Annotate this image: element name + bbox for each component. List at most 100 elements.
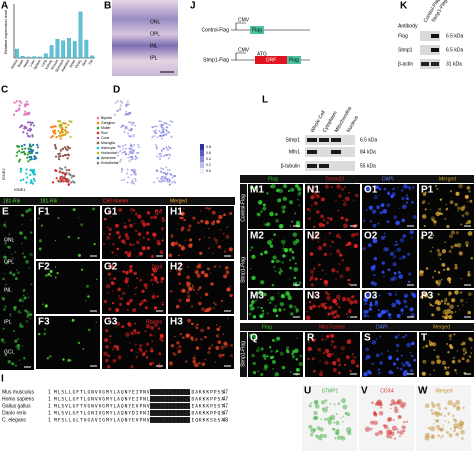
cell-point	[31, 134, 34, 137]
signal	[270, 350, 273, 353]
signal	[271, 183, 276, 189]
band	[331, 138, 341, 142]
signal	[216, 327, 220, 332]
cell-point	[134, 158, 137, 161]
signal	[400, 354, 403, 357]
signal	[368, 236, 372, 239]
cell-point	[166, 168, 169, 171]
signal	[208, 346, 212, 350]
signal	[349, 300, 354, 305]
signal	[393, 215, 398, 220]
x-tick-label: Kidney	[44, 59, 53, 70]
cell-point	[59, 149, 62, 152]
signal	[313, 410, 318, 416]
cell-point	[70, 181, 73, 184]
cell-point	[58, 167, 62, 170]
signal	[441, 434, 444, 438]
micrograph	[419, 332, 474, 377]
cell-point	[51, 135, 54, 138]
cell-point	[128, 160, 131, 163]
signal	[161, 339, 164, 342]
cell-point	[158, 130, 161, 133]
signal	[295, 184, 299, 188]
signal	[314, 233, 319, 238]
cell-point	[171, 176, 174, 179]
signal	[129, 223, 133, 228]
signal	[324, 399, 328, 403]
signal	[387, 312, 392, 317]
signal	[372, 294, 376, 297]
sequence: MLSLLGFTLGNVVGMYLAQNYEIPNVAKKLEEMKKELDAK…	[54, 390, 224, 396]
signal	[333, 345, 337, 349]
signal	[87, 295, 90, 298]
signal	[4, 239, 7, 242]
cell-point	[36, 146, 39, 149]
signal	[50, 274, 52, 277]
x-tick-label: Skin	[81, 59, 88, 67]
signal	[405, 420, 409, 423]
signal	[410, 291, 412, 294]
signal	[162, 301, 164, 304]
signal	[110, 281, 115, 285]
signal	[198, 361, 201, 365]
signal	[434, 302, 437, 305]
signal	[364, 302, 368, 306]
signal	[409, 230, 414, 235]
signal	[72, 208, 76, 212]
cell-point	[72, 174, 76, 178]
panel-letter: F3	[38, 317, 50, 328]
signal	[140, 349, 143, 353]
signal	[461, 357, 465, 361]
signal	[252, 361, 256, 366]
signal	[251, 300, 255, 304]
signal	[102, 242, 106, 246]
signal	[391, 425, 398, 431]
signal	[295, 281, 298, 284]
signal	[181, 216, 184, 220]
signal	[214, 303, 217, 306]
row-label: Mfn1	[289, 149, 300, 155]
signal	[345, 427, 352, 433]
signal	[250, 306, 255, 311]
position: 1	[48, 389, 51, 395]
signal	[251, 275, 256, 281]
scale-label: 0.6	[206, 151, 211, 155]
signal	[330, 333, 335, 338]
signal	[13, 329, 16, 332]
panel-letter: P3	[421, 291, 434, 302]
signal	[310, 283, 314, 287]
panel-letter: H3	[170, 317, 183, 328]
signal	[158, 327, 161, 330]
signal	[430, 434, 435, 439]
cell-point	[156, 177, 159, 180]
signal	[401, 196, 405, 201]
signal	[280, 294, 286, 299]
signal	[291, 352, 294, 356]
cell-point	[65, 168, 68, 172]
signal	[394, 406, 398, 410]
signal	[309, 433, 314, 437]
signal	[332, 298, 337, 304]
signal	[38, 239, 43, 243]
signal	[455, 432, 460, 437]
cell-point	[114, 101, 117, 104]
signal	[451, 360, 456, 364]
cell-point	[129, 147, 132, 150]
micrograph	[112, 0, 178, 76]
column-header: Flag	[262, 324, 272, 330]
signal	[27, 296, 30, 299]
signal	[186, 275, 191, 280]
signal	[19, 297, 23, 300]
signal	[377, 313, 382, 318]
cell-point	[16, 151, 19, 154]
signal	[229, 354, 234, 358]
cell-point	[30, 169, 33, 172]
bar	[67, 38, 71, 59]
signal	[346, 315, 349, 318]
signal	[160, 276, 165, 281]
signal	[342, 415, 345, 418]
cell-point	[128, 129, 131, 132]
signal	[393, 271, 397, 275]
signal	[460, 429, 465, 435]
cell-point	[67, 146, 70, 150]
